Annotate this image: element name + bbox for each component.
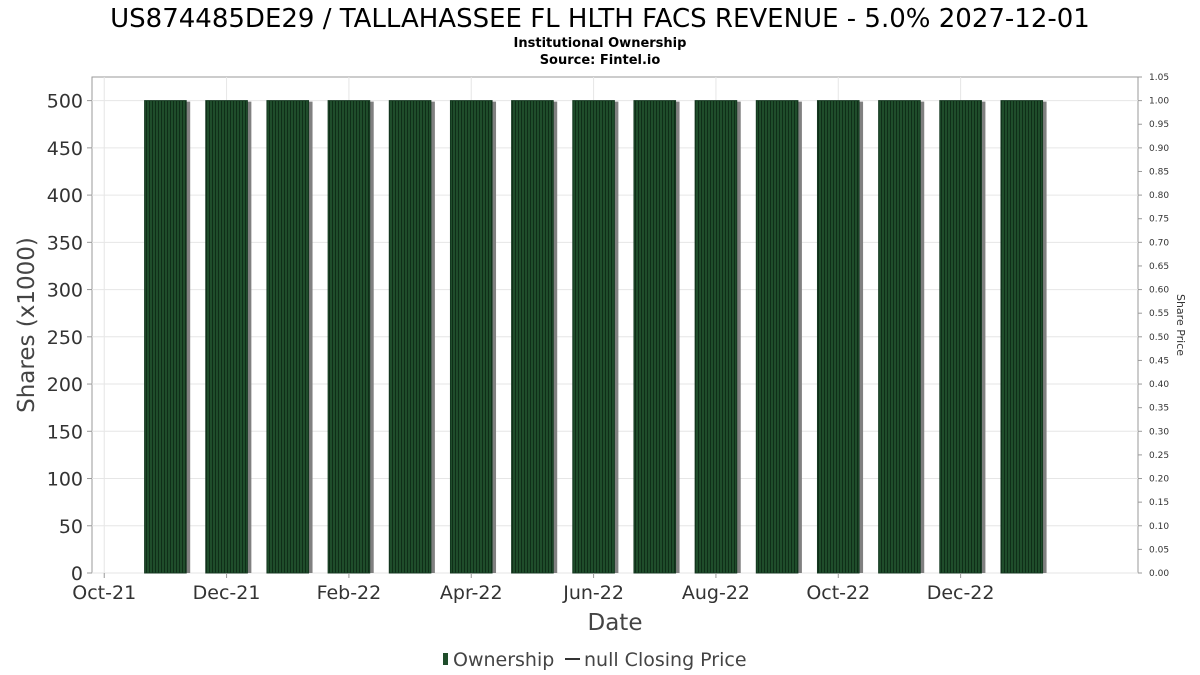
y2-tick-label: 0.80 xyxy=(1149,191,1169,201)
y2-axis-label: Share Price xyxy=(1174,294,1187,356)
y-axis-ticks: 0 50 100 150 200 250 300 350 400 450 500 xyxy=(47,91,92,585)
x-tick-label: Dec-22 xyxy=(927,582,995,604)
y2-tick-label: 0.25 xyxy=(1149,451,1169,461)
chart-subtitle-source: Source: Fintel.io xyxy=(540,53,661,68)
y-tick-label: 300 xyxy=(47,280,83,302)
ownership-bar xyxy=(388,100,432,574)
ownership-bar xyxy=(1000,100,1044,574)
ownership-bar xyxy=(266,100,310,574)
y2-tick-label: 0.05 xyxy=(1149,545,1169,555)
ownership-bar xyxy=(878,100,921,574)
x-axis-ticks: Oct-21 Dec-21 Feb-22 Apr-22 Jun-22 Aug-22 Oct-… xyxy=(72,573,995,604)
x-tick-label: Jun-22 xyxy=(562,582,624,604)
y2-tick-label: 0.15 xyxy=(1149,498,1169,508)
x-tick-label: Feb-22 xyxy=(317,582,382,604)
legend-price-label: null Closing Price xyxy=(584,649,747,671)
ownership-bar xyxy=(755,100,799,574)
ownership-bar xyxy=(939,100,982,574)
y-tick-label: 350 xyxy=(47,232,83,254)
y2-tick-label: 0.70 xyxy=(1149,238,1169,248)
y-tick-label: 450 xyxy=(47,138,83,160)
y2-tick-label: 0.85 xyxy=(1149,167,1169,177)
ownership-bar xyxy=(572,100,615,574)
ownership-bars xyxy=(144,100,1047,574)
y2-tick-label: 0.00 xyxy=(1149,569,1169,579)
x-tick-label: Apr-22 xyxy=(440,582,503,604)
y-axis-label: Shares (x1000) xyxy=(14,237,40,413)
y-tick-label: 100 xyxy=(47,469,83,491)
y2-tick-label: 0.35 xyxy=(1149,404,1169,414)
y2-tick-label: 0.10 xyxy=(1149,522,1169,532)
y2-tick-label: 0.40 xyxy=(1149,380,1169,390)
y-tick-label: 500 xyxy=(47,91,83,113)
y2-tick-label: 1.05 xyxy=(1149,73,1169,83)
y-tick-label: 150 xyxy=(47,421,83,443)
y-tick-label: 0 xyxy=(71,563,83,585)
y2-tick-label: 0.90 xyxy=(1149,144,1169,154)
y2-tick-label: 0.30 xyxy=(1149,427,1169,437)
y2-tick-label: 0.95 xyxy=(1149,120,1169,130)
y2-tick-label: 0.60 xyxy=(1149,286,1169,296)
chart-title: US874485DE29 / TALLAHASSEE FL HLTH FACS … xyxy=(110,4,1090,34)
ownership-bar xyxy=(449,100,493,574)
y-tick-label: 50 xyxy=(59,516,83,538)
ownership-bar xyxy=(816,100,860,574)
ownership-bar xyxy=(144,100,187,574)
x-axis-label: Date xyxy=(588,610,643,636)
x-tick-label: Aug-22 xyxy=(682,582,750,604)
x-tick-label: Oct-22 xyxy=(806,582,870,604)
y-tick-label: 400 xyxy=(47,185,83,207)
y2-axis-ticks: 0.00 0.05 0.10 0.15 0.20 0.25 0.30 0.35 0.40 0.45… xyxy=(1138,73,1169,579)
chart-subtitle-ownership: Institutional Ownership xyxy=(514,36,687,51)
y2-tick-label: 0.45 xyxy=(1149,356,1169,366)
ownership-bar xyxy=(511,100,554,574)
legend-ownership-swatch xyxy=(443,653,448,665)
y2-tick-label: 0.20 xyxy=(1149,475,1169,485)
y2-tick-label: 0.75 xyxy=(1149,215,1169,225)
ownership-bar xyxy=(327,100,371,574)
legend: Ownership null Closing Price xyxy=(443,649,747,671)
ownership-bar xyxy=(633,100,677,574)
ownership-bar xyxy=(205,100,248,574)
legend-ownership-label: Ownership xyxy=(453,649,554,671)
y-tick-label: 250 xyxy=(47,327,83,349)
y2-tick-label: 0.65 xyxy=(1149,262,1169,272)
x-tick-label: Oct-21 xyxy=(72,582,136,604)
x-tick-label: Dec-21 xyxy=(193,582,261,604)
y2-tick-label: 0.50 xyxy=(1149,333,1169,343)
ownership-bar xyxy=(694,100,738,574)
y2-tick-label: 1.00 xyxy=(1149,97,1169,107)
y2-tick-label: 0.55 xyxy=(1149,309,1169,319)
y-tick-label: 200 xyxy=(47,374,83,396)
